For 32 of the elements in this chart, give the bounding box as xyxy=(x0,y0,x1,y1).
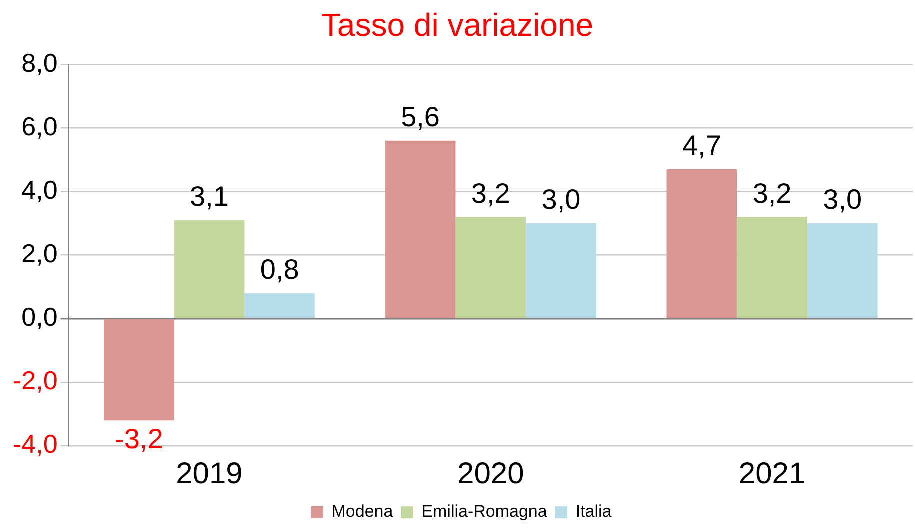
bar xyxy=(244,293,316,318)
y-tick-label: 0,0 xyxy=(22,302,58,332)
data-label: 3,2 xyxy=(752,178,792,209)
x-tick-label: 2020 xyxy=(458,457,524,490)
chart-title: Tasso di variazione xyxy=(320,6,595,45)
data-label: 3,1 xyxy=(190,181,229,212)
y-tick-label: 6,0 xyxy=(22,111,58,142)
data-label: 3,0 xyxy=(823,184,862,216)
y-tick-label: -2,0 xyxy=(12,366,58,396)
bar xyxy=(104,319,174,421)
legend-label: Italia xyxy=(576,502,612,522)
x-tick-label: 2019 xyxy=(176,457,243,490)
bar xyxy=(526,224,596,318)
bar xyxy=(174,220,245,318)
y-tick-label: -4,0 xyxy=(12,429,58,460)
data-label: 3,2 xyxy=(471,178,510,209)
data-label: 4,7 xyxy=(682,130,722,162)
x-tick-label: 2021 xyxy=(738,457,806,490)
data-label: -3,2 xyxy=(115,423,164,454)
bar xyxy=(666,169,738,318)
bar xyxy=(456,217,526,318)
bar xyxy=(807,224,878,318)
data-label: 3,0 xyxy=(542,184,581,216)
bar xyxy=(385,140,456,318)
data-label: 0,8 xyxy=(260,254,300,286)
data-label: 5,6 xyxy=(401,102,440,133)
y-tick-label: 2,0 xyxy=(22,238,58,268)
legend-label: Modena xyxy=(332,502,394,522)
bar xyxy=(737,217,808,318)
y-tick-label: 4,0 xyxy=(22,174,58,205)
legend-label: Emilia-Romagna xyxy=(422,502,548,522)
y-tick-label: 8,0 xyxy=(22,48,58,78)
